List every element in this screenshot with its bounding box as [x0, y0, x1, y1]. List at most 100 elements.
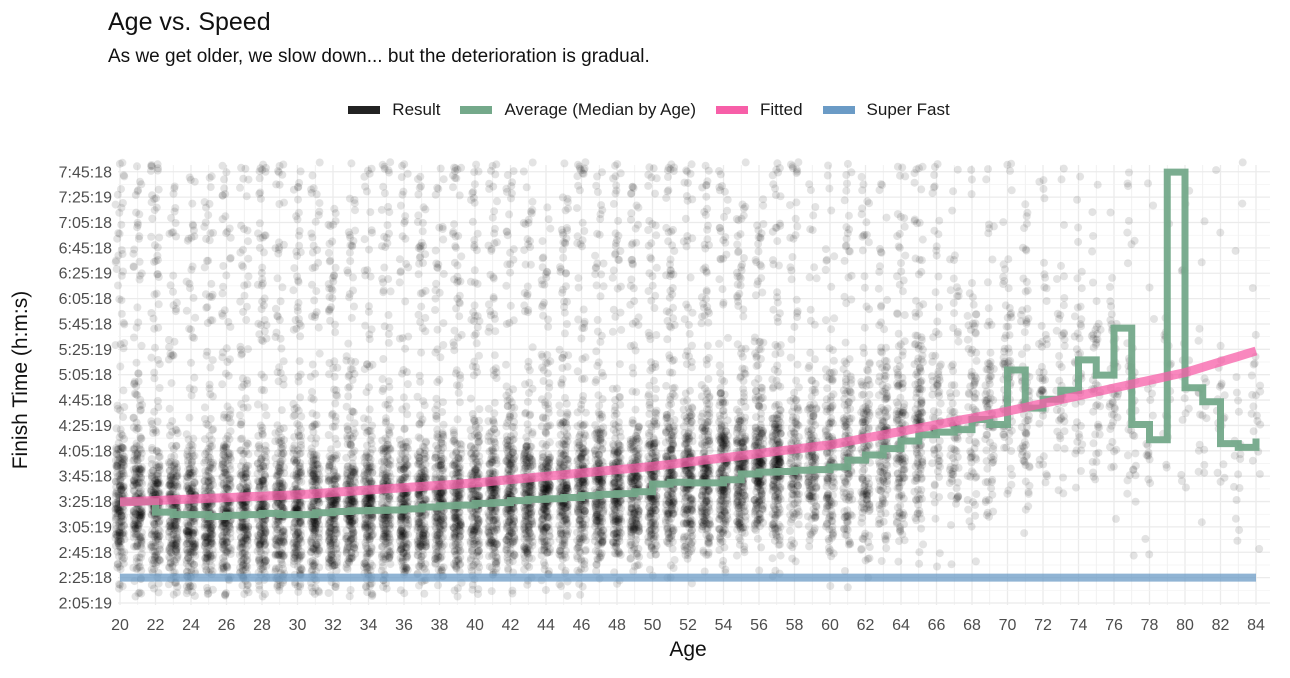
result-point	[120, 172, 129, 181]
result-point	[201, 218, 210, 227]
result-point	[330, 204, 339, 213]
result-point	[119, 515, 128, 524]
result-point	[402, 259, 411, 268]
result-point	[120, 435, 129, 443]
result-point	[271, 304, 280, 313]
result-point	[235, 551, 244, 559]
result-point	[165, 481, 174, 489]
result-point	[115, 507, 124, 515]
result-point	[118, 199, 127, 207]
result-point	[261, 441, 270, 450]
result-point	[419, 397, 428, 406]
result-point	[292, 212, 301, 221]
result-point	[348, 407, 356, 416]
result-point	[114, 535, 123, 544]
result-point	[114, 537, 123, 546]
result-point	[431, 405, 440, 414]
result-point	[439, 269, 448, 278]
result-point	[113, 504, 122, 513]
result-point	[329, 561, 338, 570]
result-point	[202, 566, 211, 575]
result-point	[382, 492, 391, 501]
result-point	[240, 449, 249, 458]
result-point	[169, 271, 178, 280]
result-point	[189, 484, 197, 493]
result-point	[119, 529, 128, 538]
result-point	[111, 504, 120, 513]
result-point	[295, 227, 304, 235]
result-point	[296, 167, 305, 176]
result-point	[205, 528, 214, 537]
result-point	[332, 386, 341, 395]
result-point	[278, 478, 287, 487]
result-point	[115, 518, 124, 527]
result-point	[364, 532, 373, 541]
result-point	[150, 257, 159, 266]
result-point	[112, 461, 120, 470]
result-point	[115, 562, 124, 571]
result-point	[346, 241, 355, 250]
result-point	[360, 423, 369, 432]
result-point	[115, 541, 124, 550]
result-point	[414, 211, 423, 220]
result-point	[431, 517, 440, 526]
result-point	[325, 474, 333, 483]
result-point	[204, 256, 213, 265]
result-point	[111, 530, 120, 539]
result-point	[226, 427, 235, 436]
result-point	[398, 405, 407, 414]
result-point	[260, 524, 269, 533]
result-point	[241, 394, 250, 403]
result-point	[115, 521, 124, 530]
result-point	[119, 460, 128, 469]
result-point	[433, 325, 442, 334]
result-point	[325, 305, 334, 314]
result-point	[117, 246, 126, 255]
result-point	[237, 350, 246, 359]
result-point	[434, 581, 442, 590]
result-point	[187, 469, 196, 477]
result-point	[137, 446, 145, 455]
result-point	[431, 559, 440, 567]
result-point	[419, 203, 428, 212]
result-point	[209, 425, 218, 434]
result-point	[293, 446, 302, 455]
result-point	[308, 422, 317, 431]
result-point	[308, 559, 317, 568]
result-point	[435, 223, 444, 232]
result-point	[345, 194, 354, 203]
result-point	[154, 530, 162, 538]
result-point	[205, 173, 214, 182]
result-point	[243, 280, 252, 289]
result-point	[218, 191, 227, 200]
result-point	[401, 212, 410, 221]
result-point	[451, 173, 459, 182]
result-point	[118, 473, 127, 481]
result-point	[190, 373, 199, 382]
result-point	[218, 473, 227, 482]
result-point	[239, 245, 247, 254]
result-point	[289, 286, 298, 295]
result-point	[344, 339, 353, 348]
result-point	[277, 344, 286, 353]
result-point	[132, 439, 141, 448]
result-point	[114, 251, 123, 260]
result-point	[118, 463, 127, 472]
result-point	[434, 547, 443, 556]
result-point	[290, 264, 299, 273]
result-point	[362, 477, 371, 486]
result-point	[111, 200, 120, 209]
result-point	[365, 362, 374, 371]
result-point	[155, 519, 163, 528]
result-point	[293, 306, 302, 315]
result-point	[439, 175, 448, 184]
result-point	[332, 525, 341, 534]
result-point	[209, 480, 217, 489]
result-point	[289, 560, 298, 569]
result-point	[115, 584, 123, 593]
result-point	[169, 590, 178, 599]
result-point	[221, 453, 230, 462]
result-point	[206, 183, 215, 192]
result-point	[111, 509, 120, 517]
result-point	[112, 504, 121, 513]
